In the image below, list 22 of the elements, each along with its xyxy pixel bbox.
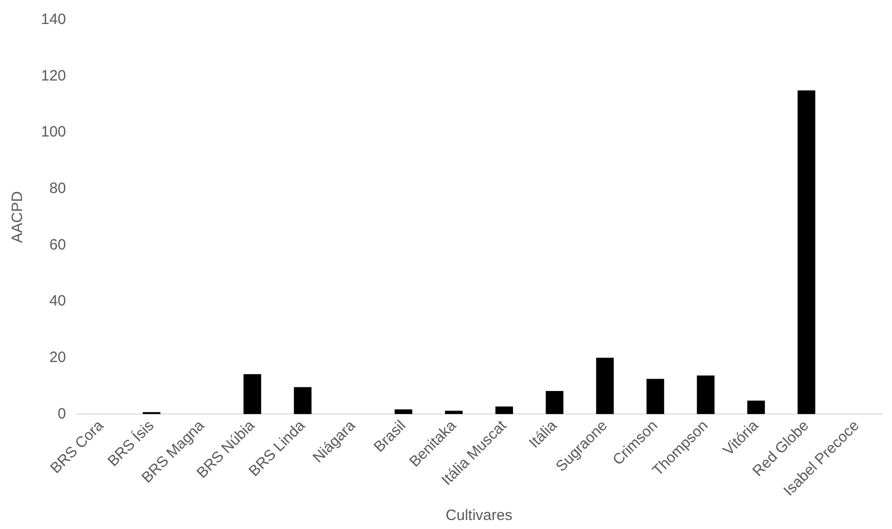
y-tick-label: 20 — [49, 348, 66, 366]
bar — [495, 406, 514, 414]
y-tick-label: 100 — [40, 124, 66, 141]
bar — [747, 400, 765, 414]
bar — [696, 376, 715, 414]
bar — [394, 409, 412, 414]
y-tick-label: 40 — [49, 292, 66, 310]
y-tick-label: 140 — [40, 11, 66, 28]
bar — [244, 374, 262, 414]
x-axis-title: Cultivares — [446, 507, 512, 524]
bar — [798, 90, 816, 414]
y-axis-title: AACPD — [9, 191, 26, 243]
bar — [546, 391, 564, 414]
bar — [646, 378, 664, 414]
bar — [596, 358, 614, 414]
bar — [445, 410, 463, 414]
y-tick-label: 60 — [49, 236, 66, 254]
x-tick-label: Itália — [526, 416, 561, 452]
y-tick-label: 80 — [49, 180, 66, 198]
y-tick-label: 0 — [58, 405, 66, 422]
y-tick-label: 120 — [40, 67, 66, 84]
bar — [294, 387, 312, 414]
